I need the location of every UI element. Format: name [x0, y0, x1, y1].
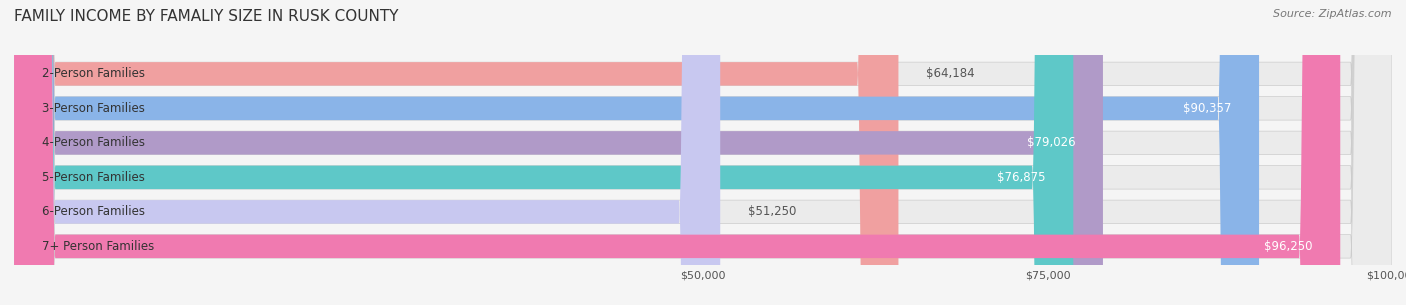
FancyBboxPatch shape: [14, 0, 1258, 305]
FancyBboxPatch shape: [14, 0, 1073, 305]
FancyBboxPatch shape: [14, 0, 1392, 305]
FancyBboxPatch shape: [14, 0, 1102, 305]
Text: $79,026: $79,026: [1026, 136, 1076, 149]
FancyBboxPatch shape: [14, 0, 898, 305]
FancyBboxPatch shape: [14, 0, 720, 305]
Text: Source: ZipAtlas.com: Source: ZipAtlas.com: [1274, 9, 1392, 19]
FancyBboxPatch shape: [14, 0, 1392, 305]
Text: 6-Person Families: 6-Person Families: [42, 205, 145, 218]
Text: 7+ Person Families: 7+ Person Families: [42, 240, 153, 253]
Text: 4-Person Families: 4-Person Families: [42, 136, 145, 149]
Text: $64,184: $64,184: [927, 67, 974, 81]
Text: 3-Person Families: 3-Person Families: [42, 102, 145, 115]
FancyBboxPatch shape: [14, 0, 1392, 305]
Text: $51,250: $51,250: [748, 205, 796, 218]
FancyBboxPatch shape: [14, 0, 1392, 305]
Text: $96,250: $96,250: [1264, 240, 1313, 253]
Text: 2-Person Families: 2-Person Families: [42, 67, 145, 81]
Text: FAMILY INCOME BY FAMALIY SIZE IN RUSK COUNTY: FAMILY INCOME BY FAMALIY SIZE IN RUSK CO…: [14, 9, 398, 24]
Text: $90,357: $90,357: [1182, 102, 1232, 115]
FancyBboxPatch shape: [14, 0, 1340, 305]
FancyBboxPatch shape: [14, 0, 1392, 305]
FancyBboxPatch shape: [14, 0, 1392, 305]
Text: $76,875: $76,875: [997, 171, 1046, 184]
Text: 5-Person Families: 5-Person Families: [42, 171, 145, 184]
